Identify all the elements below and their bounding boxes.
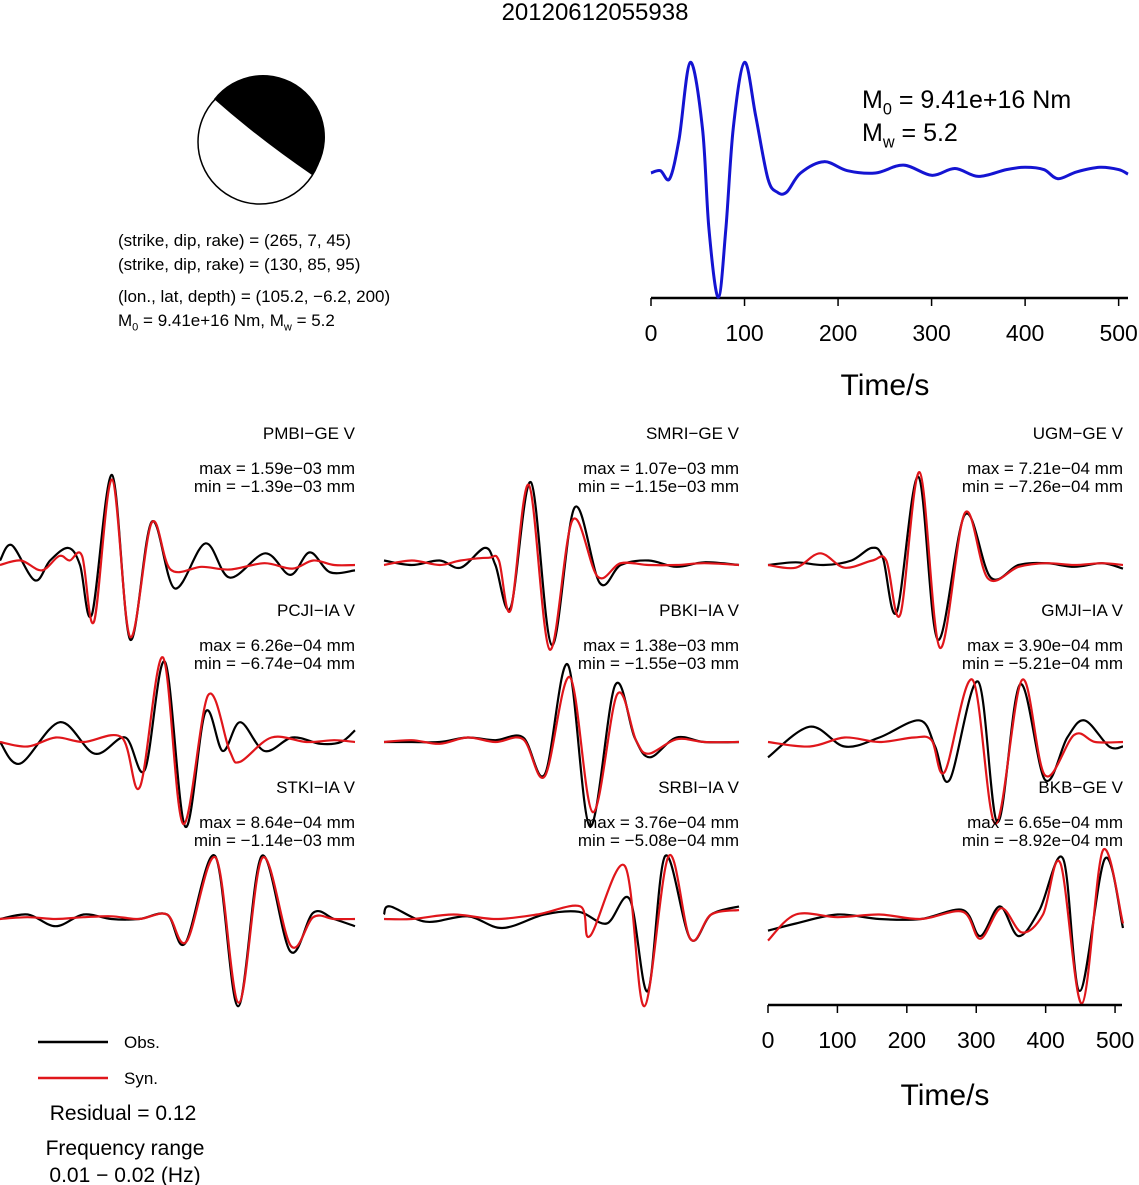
legend-label: Obs. [124, 1033, 160, 1052]
text-part: M [118, 311, 132, 330]
x-tick-label: 0 [762, 1027, 775, 1053]
max-label: max = 7.21e−04 mm [967, 459, 1123, 478]
legend-label: Syn. [124, 1069, 158, 1088]
min-label: min = −8.92e−04 mm [962, 831, 1123, 850]
x-tick-label: 200 [888, 1027, 926, 1053]
max-label: max = 1.38e−03 mm [583, 636, 739, 655]
station-label: BKB−GE V [1038, 778, 1123, 797]
max-label: max = 3.90e−04 mm [967, 636, 1123, 655]
max-label: max = 6.65e−04 mm [967, 813, 1123, 832]
observed-waveform [0, 660, 356, 828]
synthetic-waveform [383, 483, 740, 651]
max-label: max = 1.07e−03 mm [583, 459, 739, 478]
figure-title: 20120612055938 [502, 0, 689, 26]
observed-waveform [0, 854, 356, 1008]
station-label: SMRI−GE V [646, 424, 740, 443]
subscript: 0 [883, 100, 892, 118]
stf-annotation: M0 = 9.41e+16 Nm [862, 86, 1071, 118]
observed-waveform [383, 663, 740, 828]
station-label: UGM−GE V [1033, 424, 1124, 443]
x-tick-label: 400 [1026, 1027, 1064, 1053]
mechanism-line: (lon., lat, depth) = (105.2, −6.2, 200) [118, 287, 390, 306]
synthetic-waveform [767, 471, 1124, 649]
max-label: max = 6.26e−04 mm [199, 636, 355, 655]
text-part: = 5.2 [895, 119, 958, 147]
x-tick-label: 100 [818, 1027, 856, 1053]
x-tick-label: 500 [1096, 1027, 1134, 1053]
x-tick-label: 400 [1006, 320, 1044, 346]
observed-waveform [767, 680, 1124, 824]
frequency-range: 0.01 − 0.02 (Hz) [49, 1164, 200, 1185]
station-label: STKI−IA V [276, 778, 356, 797]
max-label: max = 8.64e−04 mm [199, 813, 355, 832]
text-part: = 5.2 [292, 311, 335, 330]
synthetic-waveform [767, 678, 1124, 826]
observed-waveform [0, 473, 356, 641]
residual: Residual = 0.12 [50, 1102, 197, 1125]
station-label: PCJI−IA V [277, 601, 356, 620]
station-label: SRBI−IA V [658, 778, 739, 797]
x-axis-label: Time/s [901, 1079, 990, 1112]
x-tick-label: 0 [645, 320, 658, 346]
max-label: max = 1.59e−03 mm [199, 459, 355, 478]
text-part: = 9.41e+16 Nm [892, 86, 1071, 114]
station-label: PMBI−GE V [263, 424, 356, 443]
source-time-function [650, 60, 1129, 299]
observed-waveform [383, 481, 740, 647]
min-label: min = −1.39e−03 mm [194, 477, 355, 496]
station-label: GMJI−IA V [1041, 601, 1123, 620]
x-tick-label: 500 [1099, 320, 1137, 346]
text-part: = 9.41e+16 Nm, M [138, 311, 284, 330]
x-tick-label: 300 [957, 1027, 995, 1053]
min-label: min = −5.21e−04 mm [962, 654, 1123, 673]
min-label: min = −1.55e−03 mm [578, 654, 739, 673]
synthetic-waveform [0, 856, 356, 1004]
moment-line: M0 = 9.41e+16 Nm, Mw = 5.2 [118, 311, 335, 333]
x-tick-label: 300 [912, 320, 950, 346]
x-tick-label: 200 [819, 320, 857, 346]
text-part: M [862, 86, 883, 114]
min-label: min = −6.74e−04 mm [194, 654, 355, 673]
min-label: min = −1.14e−03 mm [194, 831, 355, 850]
synthetic-waveform [767, 847, 1125, 1005]
synthetic-waveform [383, 854, 740, 1008]
x-axis-label: Time/s [841, 369, 930, 402]
subscript: w [283, 321, 292, 333]
max-label: max = 3.76e−04 mm [583, 813, 739, 832]
synthetic-waveform [0, 478, 356, 639]
observed-waveform [767, 855, 1125, 993]
text-part: M [862, 119, 883, 147]
subscript: w [882, 133, 895, 151]
min-label: min = −7.26e−04 mm [962, 477, 1123, 496]
frequency-range: Frequency range [46, 1137, 205, 1160]
x-tick-label: 100 [725, 320, 763, 346]
min-label: min = −5.08e−04 mm [578, 831, 739, 850]
stf-annotation: Mw = 5.2 [862, 119, 958, 151]
station-label: PBKI−IA V [659, 601, 740, 620]
synthetic-waveform [0, 656, 356, 826]
synthetic-waveform [383, 676, 740, 814]
subscript: 0 [132, 321, 138, 333]
min-label: min = −1.15e−03 mm [578, 477, 739, 496]
mechanism-line: (strike, dip, rake) = (130, 85, 95) [118, 255, 360, 274]
beachball [197, 75, 325, 205]
mechanism-line: (strike, dip, rake) = (265, 7, 45) [118, 231, 351, 250]
